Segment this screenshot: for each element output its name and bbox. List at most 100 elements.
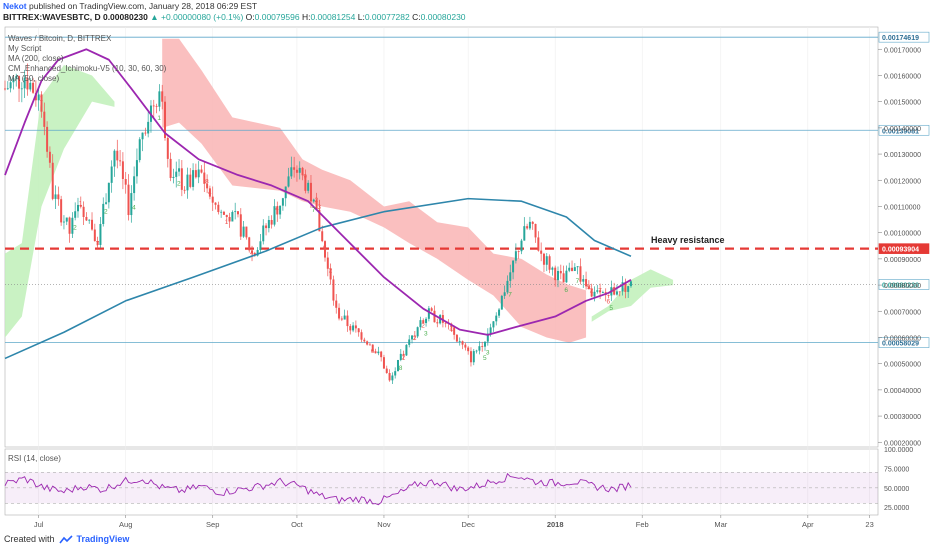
candle-body (32, 82, 35, 93)
rsi-tick-label: 100.0000 (884, 447, 913, 454)
symbol-label: BITTREX:WAVESBTC, D (3, 12, 101, 22)
candle-body (338, 307, 341, 319)
candle-body (559, 271, 562, 274)
candle-body (262, 225, 265, 242)
script-count-mark: 6 (564, 287, 568, 294)
publish-line: Nekot published on TradingView.com, Janu… (3, 1, 466, 12)
y-tick-label: 0.00160000 (884, 73, 921, 80)
candle-body (394, 371, 397, 376)
script-count-mark: 6 (323, 244, 327, 251)
candle-body (391, 375, 394, 381)
candle-body (200, 169, 203, 173)
candle-body (607, 295, 610, 296)
y-tick-label: 0.00070000 (884, 309, 921, 316)
candle-body (105, 202, 108, 204)
candle-body (360, 332, 363, 340)
candle-body (374, 351, 377, 354)
candle-body (6, 88, 9, 90)
x-tick-label: Jul (34, 520, 44, 529)
candle-body (79, 204, 82, 207)
script-count-mark: 6 (607, 298, 611, 305)
candle-body (318, 209, 321, 232)
candle-body (422, 320, 425, 324)
cloud-bullish-late (591, 269, 674, 322)
candle-body (582, 279, 585, 282)
y-tick-label: 0.00170000 (884, 47, 921, 54)
candle-body (68, 217, 71, 234)
candle-body (545, 256, 548, 265)
candle-body (430, 308, 433, 311)
candle-body (478, 346, 481, 351)
candle-body (444, 322, 447, 324)
y-tick-label: 0.00050000 (884, 362, 921, 369)
candle-body (613, 287, 616, 295)
candle-body (413, 335, 416, 337)
candle-body (467, 347, 470, 352)
rsi-pane[interactable]: 100.0000 75.0000 50.0000 25.0000 (4, 447, 913, 512)
candle-body (461, 341, 464, 345)
candle-body (279, 205, 282, 215)
candle-body (281, 198, 284, 206)
candle-body (220, 211, 223, 213)
candle-body (234, 211, 237, 213)
candle-body (396, 359, 399, 372)
candle-body (23, 77, 26, 89)
candle-body (267, 219, 270, 229)
level-price-tag (878, 337, 930, 348)
high-value: 0.00081254 (310, 12, 356, 22)
candle-body (427, 308, 430, 319)
rsi-line (4, 472, 632, 506)
candle-body (26, 77, 29, 90)
script-count-mark: 5 (483, 355, 487, 362)
legend: Waves / Bitcoin, D, BITTREX My Script MA… (8, 34, 725, 463)
candle-body (110, 166, 113, 183)
candle-body (312, 199, 315, 202)
candle-body (251, 250, 254, 254)
candle-body (329, 268, 332, 280)
candle-body (537, 237, 540, 251)
candle-body (565, 270, 568, 283)
script-count-mark: 4 (275, 206, 279, 213)
candle-body (183, 189, 186, 191)
candle-body (107, 182, 110, 203)
price-axis[interactable]: 0.00020000 0.00030000 0.00040000 0.00050000… (878, 47, 921, 447)
script-count-mark: 2 (104, 209, 108, 216)
candle-body (534, 223, 537, 238)
price-chart[interactable]: 0.00174619 0.00139081 0.00093904 0.00080230… (0, 26, 932, 530)
script-count-mark: 8 (205, 178, 209, 185)
candle-body (164, 101, 167, 139)
time-axis[interactable]: Jul Aug Sep Oct Nov Dec 2018 Feb Mar Apr 23 (34, 515, 874, 529)
last-price: 0.00080230 (102, 12, 148, 22)
tradingview-brand[interactable]: TradingView (76, 534, 130, 544)
y-tick-label: 0.00110000 (884, 204, 921, 211)
candle-body (500, 295, 503, 310)
candle-body (93, 229, 96, 241)
script-count-mark: 7 (576, 278, 580, 285)
ma200-line (4, 197, 632, 360)
footer: Created with TradingView (4, 534, 129, 544)
candle-body (161, 91, 164, 102)
close-label: C: (412, 12, 421, 22)
candle-body (568, 267, 571, 271)
candle-body (385, 368, 388, 374)
candle-body (433, 310, 436, 323)
x-tick-label: Apr (802, 520, 814, 529)
y-tick-label: 0.00040000 (884, 388, 921, 395)
candle-body (307, 182, 310, 191)
candle-body (197, 169, 200, 178)
candle-body (20, 88, 23, 90)
candle-body (119, 160, 122, 162)
candle-body (48, 151, 51, 163)
candle-body (309, 182, 312, 202)
candle-body (486, 333, 489, 342)
candle-body (265, 225, 268, 229)
cloud-bearish (162, 38, 587, 343)
y-tick-label: 0.00090000 (884, 257, 921, 264)
candle-body (618, 291, 621, 293)
level-price-label: 0.00139081 (882, 128, 919, 135)
candle-body (135, 160, 138, 177)
author-link[interactable]: Nekot (3, 1, 27, 11)
candle-body (85, 216, 88, 221)
script-count-mark: 2 (73, 224, 77, 231)
script-count-mark: 2 (590, 288, 594, 295)
